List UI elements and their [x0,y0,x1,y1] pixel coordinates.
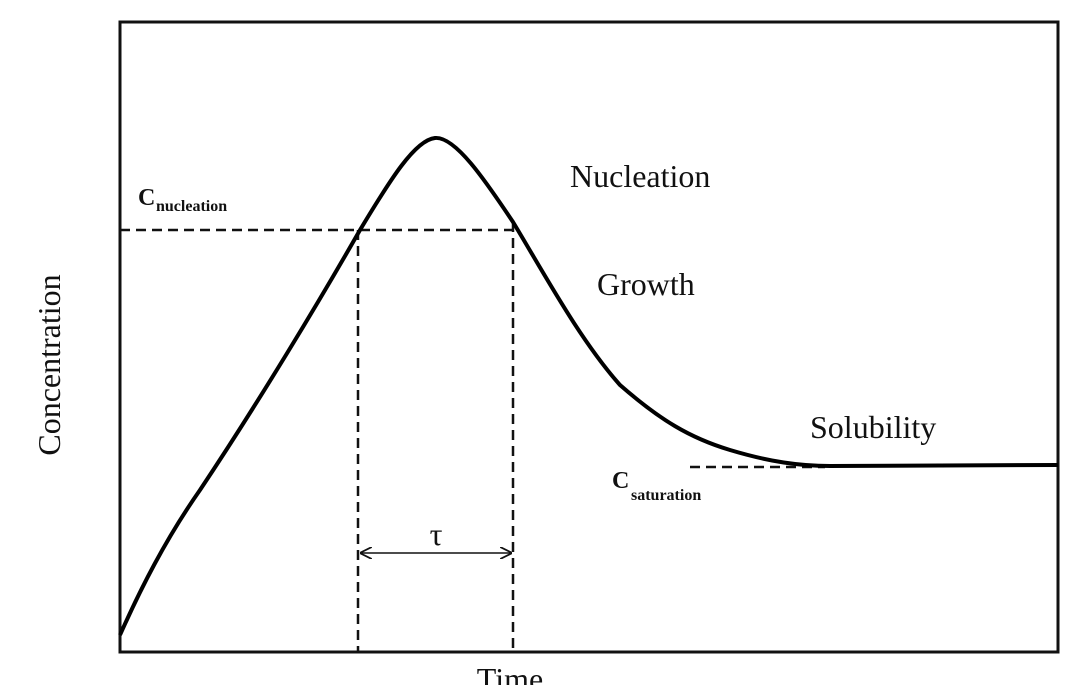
c-nucleation-symbol: C [138,185,155,211]
c-saturation-subscript: saturation [631,487,701,504]
nucleation-label: Nucleation [570,158,710,194]
c-nucleation-subscript: nucleation [156,198,227,215]
c-saturation-symbol: C [612,468,629,494]
tau-label: τ [430,516,443,552]
concentration-curve [118,136,1059,636]
frame [118,20,1060,654]
growth-label: Growth [597,266,695,302]
y-axis-label: Concentration [31,274,67,455]
x-axis-label: Time [477,661,543,685]
solubility-label: Solubility [810,409,936,445]
